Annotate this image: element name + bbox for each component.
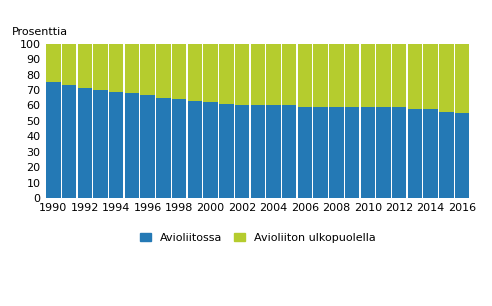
Bar <box>455 113 469 198</box>
Bar <box>125 43 139 93</box>
Legend: Avioliitossa, Avioliiton ulkopuolella: Avioliitossa, Avioliiton ulkopuolella <box>136 228 380 248</box>
Bar <box>172 43 186 99</box>
Bar <box>313 43 328 107</box>
Bar <box>203 43 218 102</box>
Bar <box>455 43 469 113</box>
Bar <box>392 107 406 198</box>
Bar <box>424 43 438 109</box>
Bar <box>235 43 249 106</box>
Bar <box>46 82 61 198</box>
Text: Prosenttia: Prosenttia <box>11 28 68 37</box>
Bar <box>361 43 375 107</box>
Bar <box>140 95 155 198</box>
Bar <box>140 43 155 95</box>
Bar <box>345 43 359 107</box>
Bar <box>298 107 312 198</box>
Bar <box>329 43 343 107</box>
Bar <box>62 43 76 85</box>
Bar <box>266 106 281 198</box>
Bar <box>376 43 391 107</box>
Bar <box>439 43 454 112</box>
Bar <box>78 43 92 88</box>
Bar <box>109 91 123 198</box>
Bar <box>156 98 171 198</box>
Bar <box>282 43 296 106</box>
Bar <box>345 107 359 198</box>
Bar <box>219 104 234 198</box>
Bar <box>46 43 61 82</box>
Bar <box>392 43 406 107</box>
Bar <box>219 43 234 104</box>
Bar <box>361 107 375 198</box>
Bar <box>172 99 186 198</box>
Bar <box>235 106 249 198</box>
Bar <box>93 90 108 198</box>
Bar <box>156 43 171 98</box>
Bar <box>329 107 343 198</box>
Bar <box>376 107 391 198</box>
Bar <box>78 88 92 198</box>
Bar <box>187 101 202 198</box>
Bar <box>282 106 296 198</box>
Bar <box>187 43 202 101</box>
Bar <box>125 93 139 198</box>
Bar <box>439 112 454 198</box>
Bar <box>408 109 422 198</box>
Bar <box>298 43 312 107</box>
Bar <box>313 107 328 198</box>
Bar <box>424 109 438 198</box>
Bar <box>62 85 76 198</box>
Bar <box>203 102 218 198</box>
Bar <box>109 43 123 91</box>
Bar <box>266 43 281 106</box>
Bar <box>250 106 265 198</box>
Bar <box>250 43 265 106</box>
Bar <box>408 43 422 109</box>
Bar <box>93 43 108 90</box>
